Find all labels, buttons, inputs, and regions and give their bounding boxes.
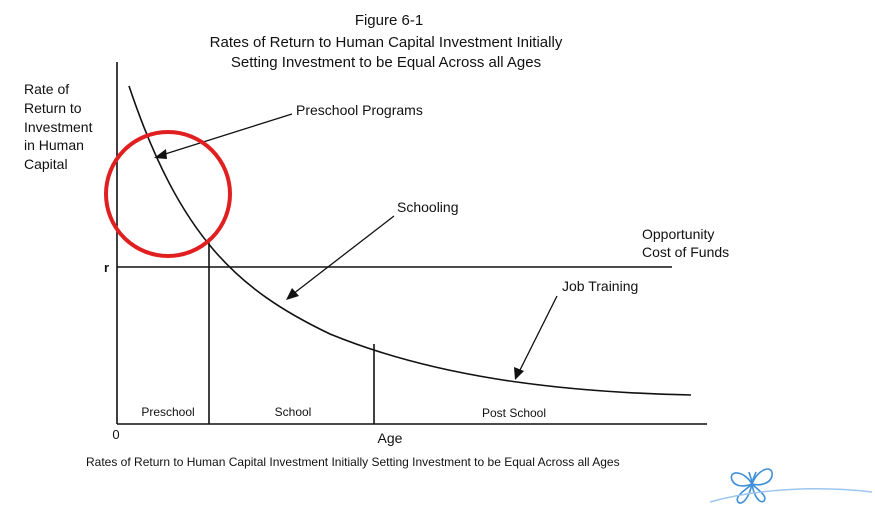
region-school: School bbox=[275, 405, 312, 419]
y-axis-label: Rate of Return to Investment in Human Ca… bbox=[24, 81, 93, 172]
preschool-programs-label: Preschool Programs bbox=[296, 102, 423, 118]
job-training-label: Job Training bbox=[562, 278, 638, 294]
job-training-arrow bbox=[518, 295, 558, 373]
preschool-programs-arrow bbox=[161, 113, 293, 156]
arrowhead-icon bbox=[286, 288, 299, 300]
region-preschool: Preschool bbox=[141, 405, 194, 419]
swoosh-decoration bbox=[709, 488, 873, 503]
opportunity-cost-label-line1: Opportunity bbox=[642, 226, 714, 242]
figure-number: Figure 6-1 bbox=[355, 12, 423, 29]
figure-caption: Rates of Return to Human Capital Investm… bbox=[86, 455, 620, 469]
region-post-school: Post School bbox=[482, 406, 546, 420]
opportunity-cost-label-line2: Cost of Funds bbox=[642, 244, 729, 260]
arrowhead-icon bbox=[154, 149, 167, 159]
y-axis-label-line: Return to bbox=[24, 100, 82, 116]
arrowhead-icon bbox=[514, 367, 524, 380]
y-axis-label-line: Investment bbox=[24, 119, 93, 135]
schooling-label: Schooling bbox=[397, 199, 459, 215]
figure-title-line2: Setting Investment to be Equal Across al… bbox=[231, 54, 541, 71]
y-axis-label-line: in Human bbox=[24, 137, 84, 153]
butterfly-icon bbox=[730, 468, 773, 504]
origin-label: 0 bbox=[112, 427, 119, 442]
schooling-arrow bbox=[292, 215, 395, 295]
rate-of-return-curve bbox=[128, 85, 692, 396]
x-axis-label: Age bbox=[378, 430, 403, 446]
figure-title-line1: Rates of Return to Human Capital Investm… bbox=[210, 34, 563, 51]
r-label: r bbox=[104, 260, 109, 275]
y-axis-label-line: Capital bbox=[24, 156, 68, 172]
highlight-circle bbox=[104, 130, 232, 258]
y-axis-label-line: Rate of bbox=[24, 81, 69, 97]
